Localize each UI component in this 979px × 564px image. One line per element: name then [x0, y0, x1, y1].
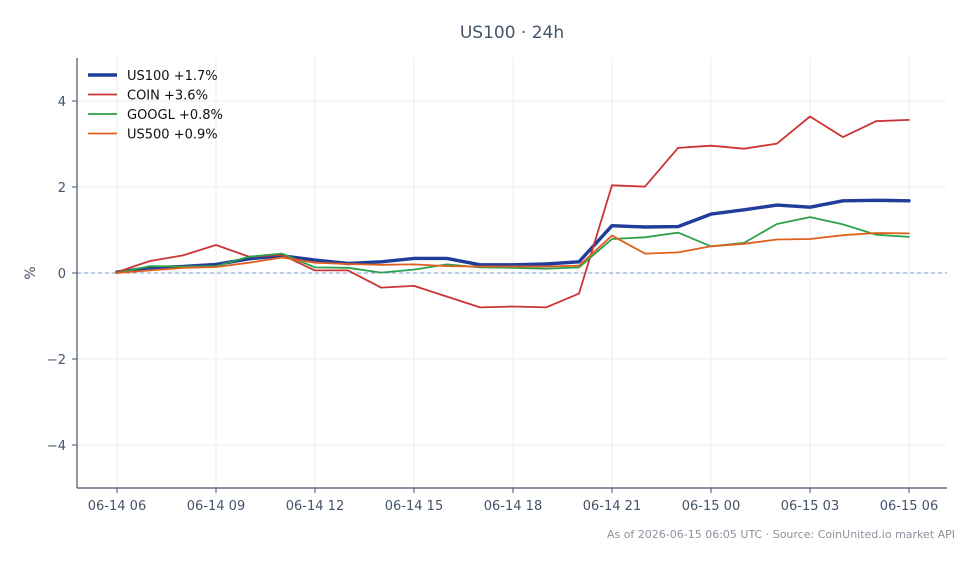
x-tick-label: 06-15 00 [682, 499, 740, 514]
legend-label: US500 +0.9% [127, 128, 218, 143]
x-tick-label: 06-15 03 [781, 499, 839, 514]
footer-source: As of 2026-06-15 06:05 UTC · Source: Coi… [607, 528, 955, 541]
y-tick-label: 4 [58, 95, 66, 110]
series-line-4 [116, 232, 910, 274]
x-tick-label: 06-15 06 [880, 499, 938, 514]
series-line-1 [115, 198, 911, 274]
legend-label: US100 +1.7% [127, 69, 218, 84]
legend-label: COIN +3.6% [127, 89, 208, 104]
y-tick-label: −4 [47, 439, 66, 454]
y-tick-label: 0 [58, 267, 66, 282]
x-ticks: 06-14 06 06-14 09 06-14 12 06-14 15 06-14 18… [88, 488, 938, 514]
y-tick-label: −2 [47, 353, 66, 368]
series-lines [115, 115, 911, 309]
series-line-3 [116, 216, 910, 274]
x-tick-label: 06-14 18 [484, 499, 542, 514]
y-ticks: −4 −2 0 2 4 [47, 95, 77, 454]
legend: US100 +1.7% COIN +3.6% GOOGL +0.8% US500 +0… [88, 69, 223, 143]
y-tick-label: 2 [58, 181, 66, 196]
x-tick-label: 06-14 06 [88, 499, 146, 514]
chart-title: US100 · 24h [460, 23, 564, 43]
legend-label: GOOGL +0.8% [127, 108, 223, 123]
x-tick-label: 06-14 21 [583, 499, 641, 514]
x-tick-label: 06-14 12 [286, 499, 344, 514]
x-tick-label: 06-14 15 [385, 499, 443, 514]
x-tick-label: 06-14 09 [187, 499, 245, 514]
y-axis-label: % [23, 266, 39, 279]
